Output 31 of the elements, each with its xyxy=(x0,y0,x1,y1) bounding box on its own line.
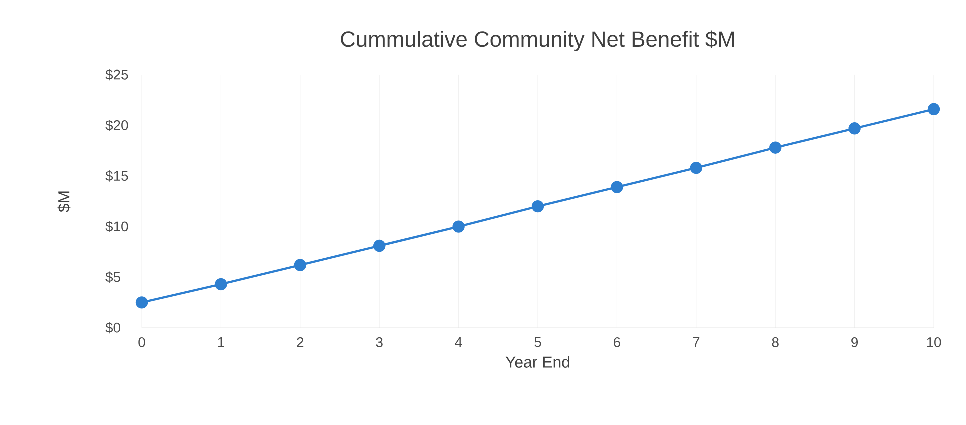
x-axis-title: Year End xyxy=(506,356,570,368)
point xyxy=(215,278,228,291)
y-tick-label: $25 xyxy=(106,69,128,81)
y-tick-label: $10 xyxy=(106,221,128,232)
point xyxy=(690,162,702,174)
x-tick-label: 9 xyxy=(852,338,858,348)
y-tick-label: $5 xyxy=(106,272,120,284)
x-tick-label: 3 xyxy=(376,338,383,348)
y-tick-label: $15 xyxy=(106,170,128,182)
x-tick-label: 2 xyxy=(297,338,304,348)
point xyxy=(294,259,306,272)
point xyxy=(770,142,782,154)
x-tick-label: 7 xyxy=(693,338,700,348)
point xyxy=(374,240,386,252)
chart-title: Cummulative Community Net Benefit $M xyxy=(341,30,734,52)
point xyxy=(928,103,940,116)
point xyxy=(136,296,148,309)
x-tick-label: 5 xyxy=(534,338,542,348)
y-tick-label: $0 xyxy=(106,322,120,334)
y-axis-title: $M xyxy=(58,192,71,212)
x-tick-label: 1 xyxy=(218,338,224,348)
point xyxy=(848,122,861,135)
x-tick-label: 0 xyxy=(138,338,146,348)
x-tick-label: 6 xyxy=(614,338,620,348)
point xyxy=(611,181,624,194)
y-tick-label: $20 xyxy=(106,120,128,132)
point xyxy=(452,220,465,233)
x-tick-label: 4 xyxy=(455,338,462,348)
point xyxy=(532,200,544,213)
x-tick-label: 8 xyxy=(772,338,779,348)
x-tick-label: 10 xyxy=(927,338,942,348)
